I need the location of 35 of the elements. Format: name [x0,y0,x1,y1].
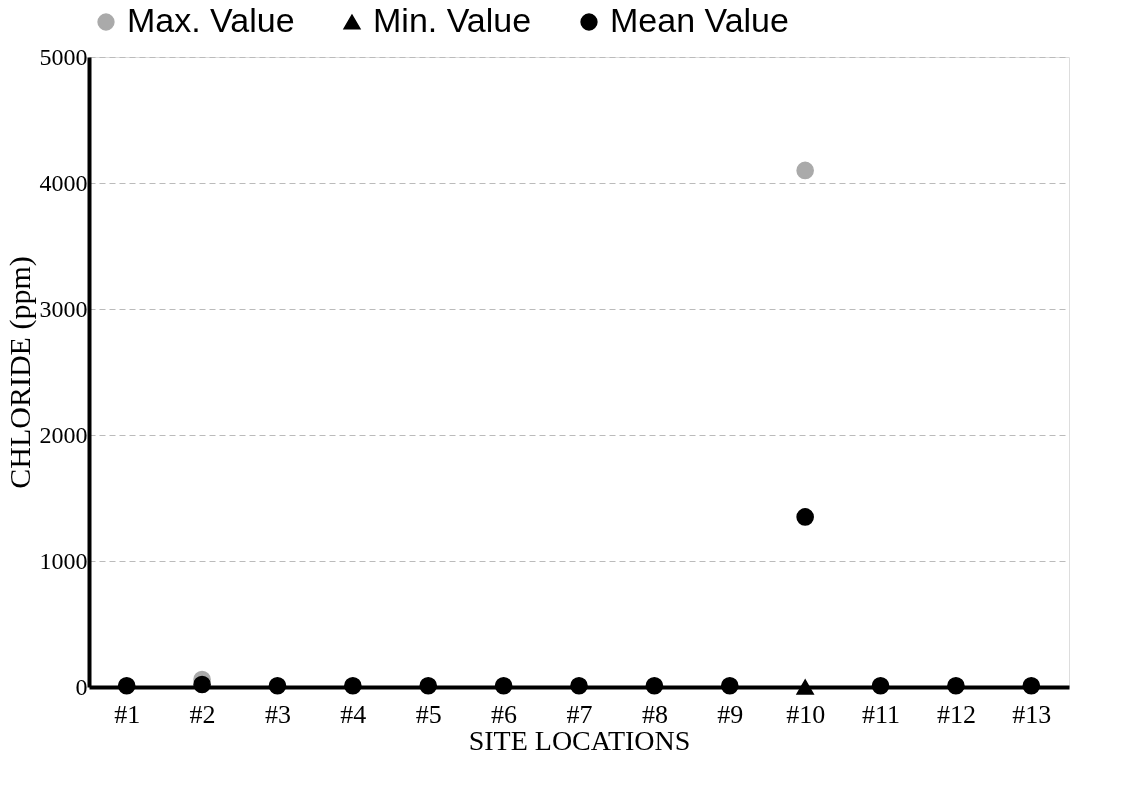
point [645,676,664,695]
legend-label: Min. Value [373,1,532,39]
point [720,676,739,695]
point [796,161,814,180]
x-tick-label: #3 [264,699,291,729]
y-tick-label: 4000 [39,169,88,196]
point [871,676,890,695]
point [796,679,814,695]
point [117,676,136,695]
x-tick-label: #12 [936,699,976,729]
y-tick-label: 1000 [39,547,88,574]
x-tick-label: #10 [786,699,826,729]
x-tick-label: #2 [189,699,216,729]
x-tick-label: #4 [340,699,367,729]
y-tick-label: 0 [75,673,88,700]
x-tick-label: #9 [717,699,744,729]
point [494,676,513,695]
x-tick-label: #5 [415,699,442,729]
point [193,675,211,694]
point [344,676,362,695]
y-tick-label: 2000 [39,421,88,448]
legend-label: Max. Value [127,1,295,39]
x-tick-label: #1 [114,699,141,729]
point [947,676,965,695]
point [570,676,588,695]
y-tick-label: 3000 [39,295,88,322]
legend-label: Mean Value [610,1,789,39]
y-tick-label: 5000 [39,43,88,70]
x-tick-label: #13 [1012,699,1052,729]
y-axis-title: CHLORIDE (ppm) [2,256,37,489]
x-tick-label: #11 [862,699,901,729]
point [419,676,438,695]
point [268,676,287,695]
point [1022,676,1041,695]
point [796,508,814,526]
